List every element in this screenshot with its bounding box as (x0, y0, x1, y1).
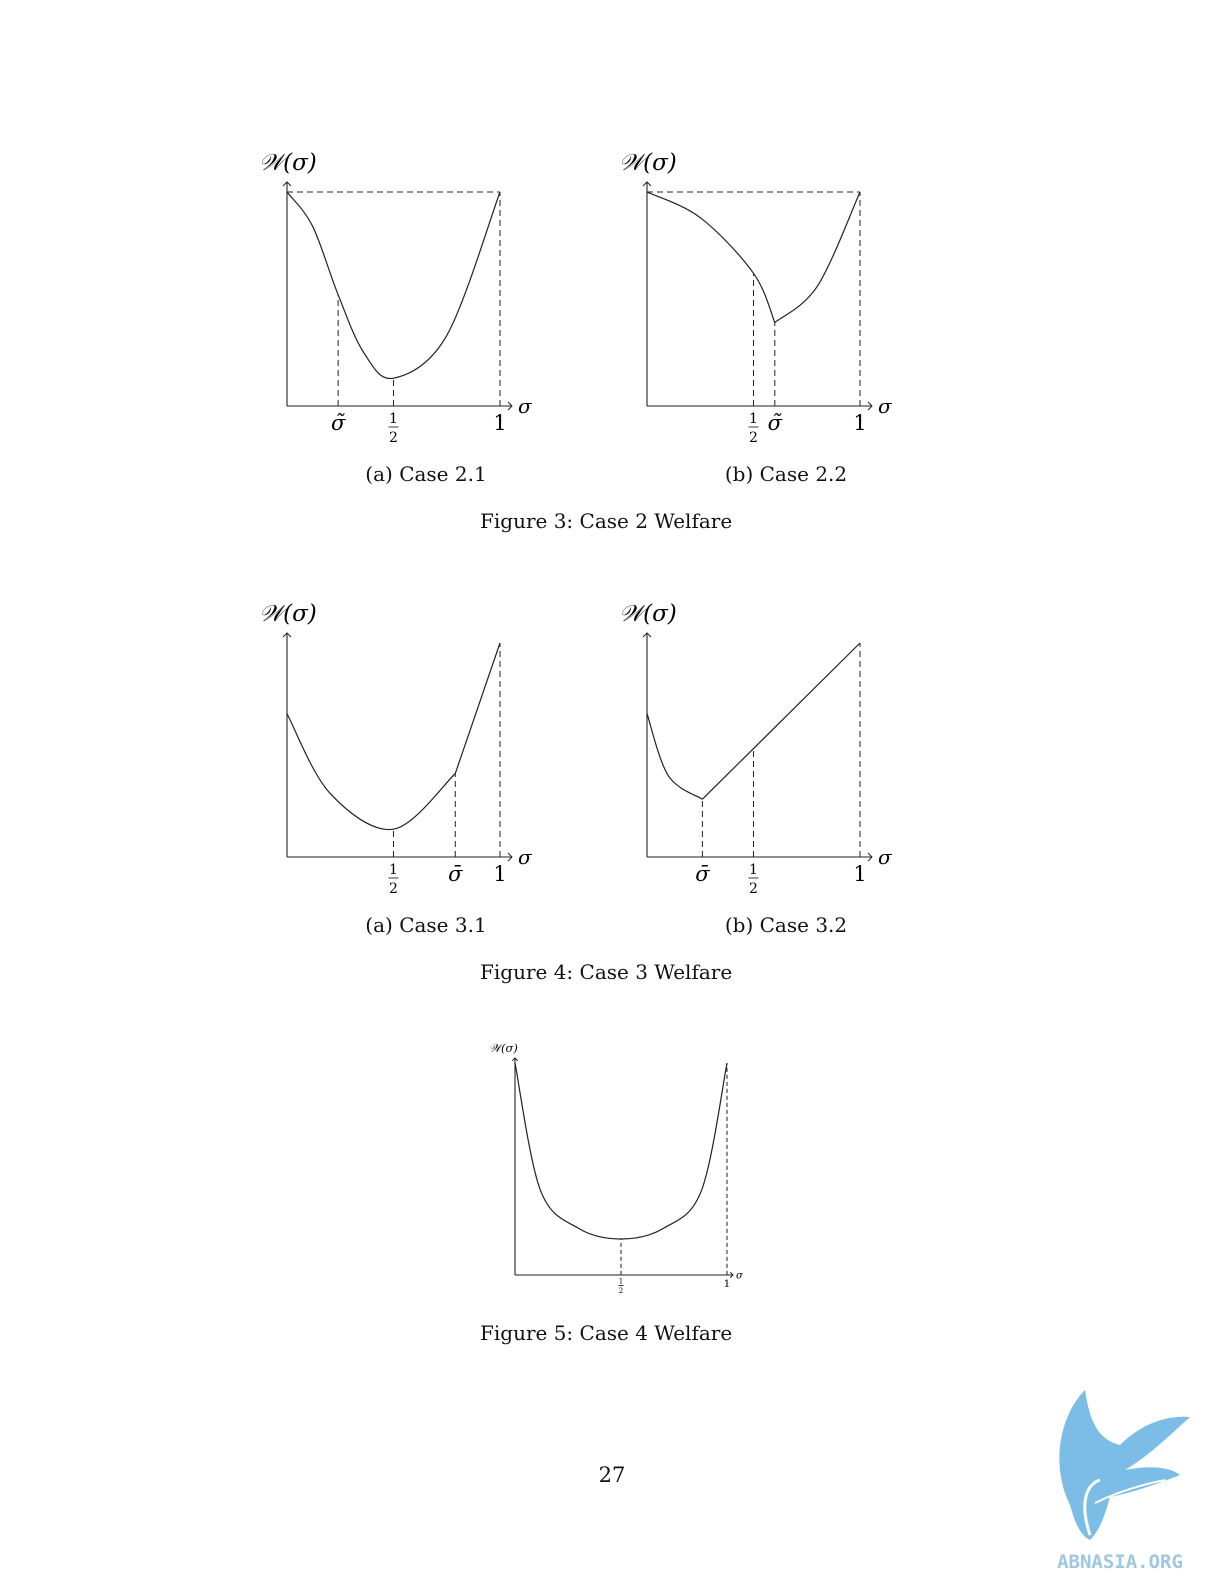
welfare-curve-0-1 (646, 191, 861, 323)
x-axis-arrow-1-0 (507, 852, 513, 862)
tick-label-1-0-2: 1 (493, 862, 506, 886)
y-axis-label-0-1: 𝒲(σ) (619, 150, 677, 176)
tick-label-half-num-0-0: 1 (389, 411, 398, 427)
subfigure-caption-3-2: (b) Case 3.2 (724, 913, 848, 937)
tick-label-0-1-2: 1 (853, 411, 866, 435)
y-axis-label-1-0: 𝒲(σ) (259, 601, 317, 627)
x-axis-arrow-1-1 (867, 852, 873, 862)
tick-label-half-num-1-1: 1 (749, 862, 758, 878)
tick-label-half-den-0-0: 2 (389, 430, 398, 446)
tick-label-half-num-0-1: 1 (749, 411, 758, 427)
tick-label-0-0-2: 1 (493, 411, 506, 435)
subfigure-caption-3-1: (a) Case 3.1 (365, 913, 487, 937)
y-axis-arrow-1-0 (282, 632, 292, 638)
x-axis-label-2-0: σ (736, 1271, 744, 1282)
y-axis-arrow-2-0 (511, 1057, 519, 1062)
tick-label-2-0-1: 1 (724, 1278, 731, 1290)
tick-label-half-den-0-1: 2 (749, 430, 758, 446)
y-axis-arrow-0-0 (282, 181, 292, 187)
watermark-text: ABNASIA.ORG (1057, 1551, 1183, 1573)
welfare-curve-1-1 (646, 642, 861, 800)
tick-label-half-num-2-0: 1 (619, 1278, 623, 1286)
x-axis-arrow-2-0 (729, 1271, 734, 1279)
figure-5-caption: Figure 5: Case 4 Welfare (480, 1321, 733, 1345)
x-axis-label-0-1: σ (878, 394, 893, 418)
tick-label-1-1-0: σ̄ (695, 862, 710, 886)
tick-label-0-0-0: σ̃ (331, 411, 346, 435)
tick-label-half-den-2-0: 2 (619, 1287, 623, 1295)
figure-3-caption: Figure 3: Case 2 Welfare (480, 509, 733, 533)
tick-label-0-1-1: σ̃ (768, 411, 783, 435)
welfare-curve-1-0 (286, 642, 501, 831)
x-axis-label-0-0: σ (518, 394, 533, 418)
figure-4-caption: Figure 4: Case 3 Welfare (480, 960, 733, 984)
y-axis-arrow-1-1 (642, 632, 652, 638)
x-axis-label-1-0: σ (518, 845, 533, 869)
welfare-curve-0-0 (286, 191, 501, 380)
tick-label-half-den-1-1: 2 (749, 881, 758, 897)
tick-label-1-0-1: σ̄ (448, 862, 463, 886)
subfigure-caption-2-1: (a) Case 2.1 (365, 462, 487, 486)
x-axis-label-1-1: σ (878, 845, 893, 869)
tick-label-1-1-2: 1 (853, 862, 866, 886)
y-axis-label-2-0: 𝒲(σ) (489, 1041, 518, 1055)
tick-label-half-den-1-0: 2 (389, 881, 398, 897)
page-number: 27 (598, 1463, 626, 1487)
welfare-curve-2-0 (514, 1062, 728, 1240)
x-axis-arrow-0-1 (867, 401, 873, 411)
y-axis-label-0-0: 𝒲(σ) (259, 150, 317, 176)
x-axis-arrow-0-0 (507, 401, 513, 411)
subfigure-caption-2-2: (b) Case 2.2 (724, 462, 848, 486)
griffin-logo-icon: ABNASIA.ORG (1057, 1390, 1190, 1573)
y-axis-arrow-0-1 (642, 181, 652, 187)
y-axis-label-1-1: 𝒲(σ) (619, 601, 677, 627)
tick-label-half-num-1-0: 1 (389, 862, 398, 878)
